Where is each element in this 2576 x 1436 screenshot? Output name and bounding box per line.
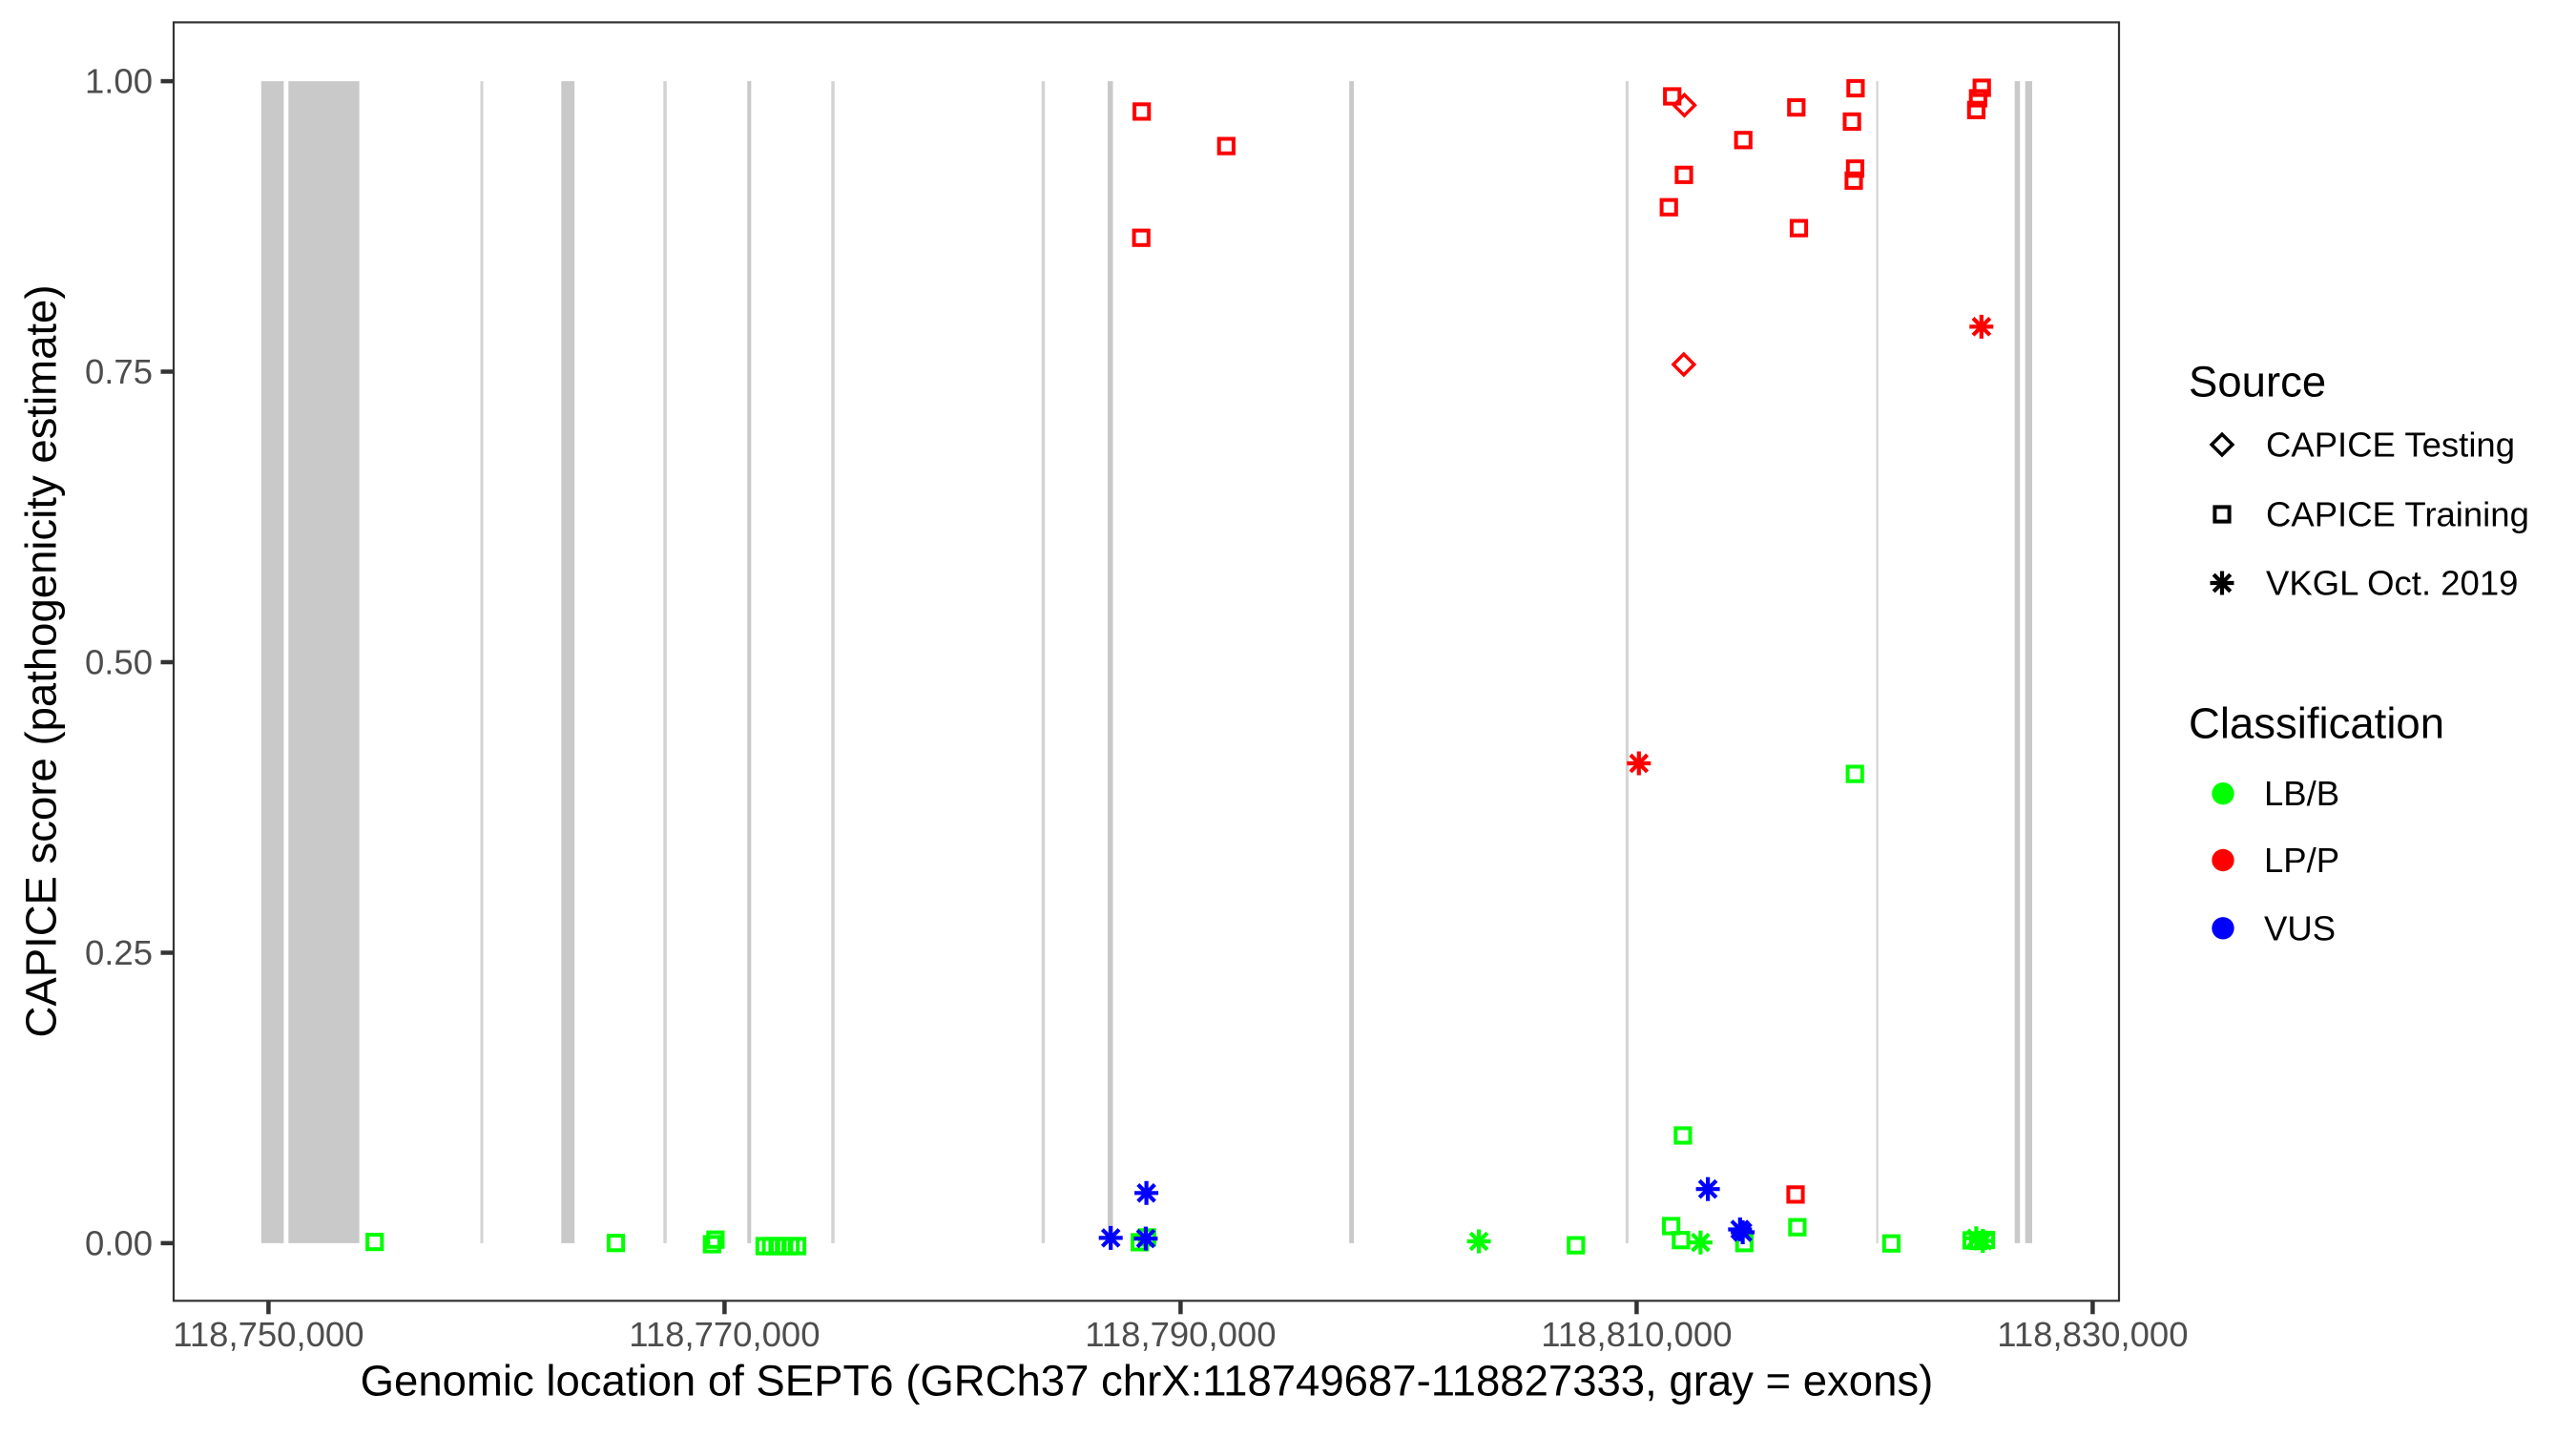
svg-text:LP/P: LP/P [2264, 841, 2339, 880]
svg-text:LB/B: LB/B [2264, 774, 2339, 813]
svg-text:Classification: Classification [2189, 699, 2444, 748]
svg-text:0.00: 0.00 [85, 1223, 153, 1262]
svg-text:Genomic location of SEPT6 (GRC: Genomic location of SEPT6 (GRCh37 chrX:1… [361, 1357, 1934, 1405]
svg-text:Source: Source [2189, 358, 2326, 406]
svg-text:VKGL Oct. 2019: VKGL Oct. 2019 [2266, 564, 2518, 603]
svg-text:0.75: 0.75 [85, 352, 153, 391]
svg-text:118,770,000: 118,770,000 [629, 1315, 820, 1354]
svg-text:VUS: VUS [2264, 908, 2336, 947]
svg-text:0.25: 0.25 [85, 933, 153, 972]
svg-text:118,830,000: 118,830,000 [1997, 1315, 2188, 1354]
svg-text:118,810,000: 118,810,000 [1541, 1315, 1732, 1354]
svg-text:0.50: 0.50 [85, 643, 153, 682]
svg-text:CAPICE Training: CAPICE Training [2266, 495, 2529, 534]
svg-text:118,750,000: 118,750,000 [173, 1315, 364, 1354]
svg-text:1.00: 1.00 [85, 62, 153, 101]
svg-text:118,790,000: 118,790,000 [1085, 1315, 1276, 1354]
svg-text:CAPICE score (pathogenicity es: CAPICE score (pathogenicity estimate) [17, 285, 66, 1038]
svg-text:CAPICE Testing: CAPICE Testing [2266, 426, 2515, 465]
